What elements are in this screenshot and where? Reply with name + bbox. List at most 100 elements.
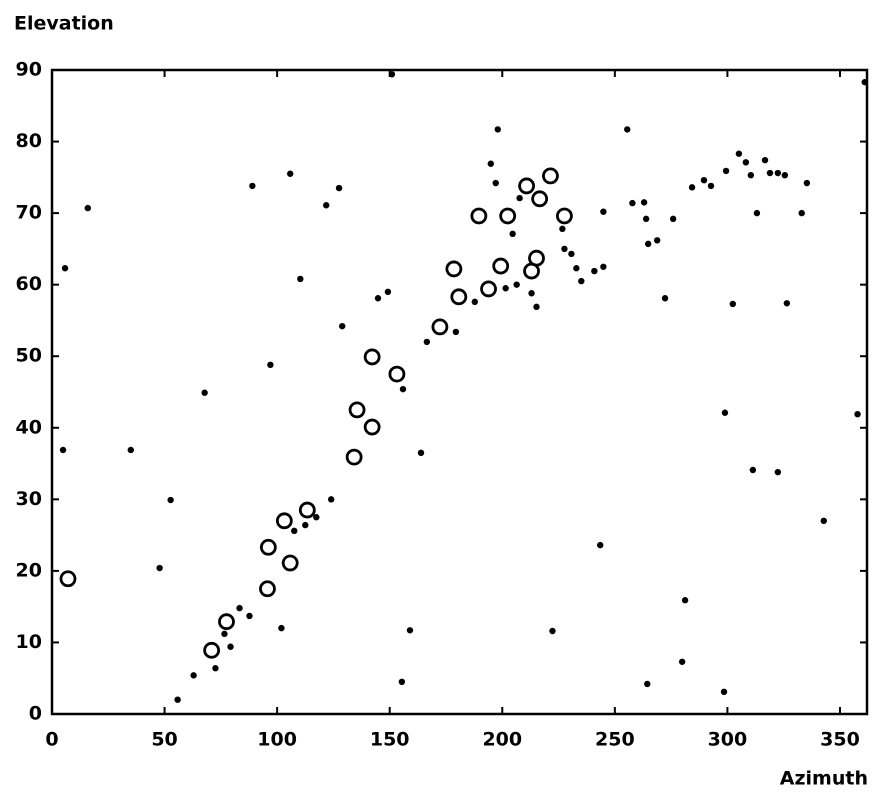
ring-point — [281, 554, 299, 572]
y-tick-label: 80 — [16, 130, 42, 152]
dot-point — [820, 517, 827, 524]
dot-point — [249, 182, 256, 190]
y-tick-label: 50 — [16, 345, 42, 367]
y-tick-label: 40 — [16, 416, 42, 438]
dot-point — [127, 446, 134, 454]
dot-point — [722, 167, 730, 175]
dot-point — [398, 678, 406, 685]
dot-point — [783, 300, 791, 307]
dot-point — [278, 624, 285, 632]
dot-point — [509, 230, 516, 238]
dot-point — [190, 672, 197, 679]
dot-point — [640, 199, 648, 206]
plot-frame — [50, 68, 869, 716]
dot-point — [629, 199, 636, 207]
x-tick-label: 300 — [708, 729, 748, 751]
dot-point — [533, 303, 540, 311]
dot-point — [681, 597, 689, 604]
dot-point — [286, 170, 294, 177]
dot-point — [578, 277, 585, 285]
dot-point — [559, 225, 566, 233]
dot-point — [339, 322, 346, 330]
ring-point — [275, 512, 293, 530]
dot-point — [513, 281, 520, 288]
dot-point — [597, 541, 604, 549]
dot-point — [61, 265, 69, 272]
ring-point — [450, 288, 468, 306]
dot-point — [774, 468, 782, 476]
dot-point — [591, 267, 598, 275]
dot-point — [494, 126, 501, 133]
dot-point — [528, 290, 535, 297]
dot-point — [417, 449, 425, 457]
dot-point — [707, 182, 715, 190]
dot-point — [642, 215, 650, 223]
ring-point — [480, 280, 497, 298]
dot-point — [766, 169, 774, 177]
dot-point — [212, 665, 219, 672]
dot-point — [471, 298, 479, 306]
x-tick-label: 200 — [482, 729, 522, 751]
dot-point — [735, 150, 743, 157]
dot-point — [487, 160, 494, 167]
dot-point — [653, 237, 661, 244]
dot-point — [384, 288, 392, 296]
dot-point — [399, 385, 407, 393]
y-axis-label: Elevation — [14, 13, 114, 35]
ring-point — [556, 207, 573, 225]
dot-point — [798, 209, 805, 217]
dot-point — [749, 466, 757, 474]
x-tick-label: 100 — [257, 729, 297, 751]
dot-point — [644, 240, 652, 248]
dot-point — [406, 627, 414, 634]
dot-point — [644, 680, 651, 688]
dot-point — [516, 194, 523, 202]
dot-point — [313, 514, 320, 521]
x-axis-label: Azimuth — [780, 768, 868, 790]
ring-point — [518, 177, 535, 195]
y-tick-label: 90 — [16, 59, 42, 81]
dot-point — [700, 176, 708, 184]
ring-point — [218, 613, 235, 631]
dot-point — [174, 696, 181, 703]
dot-point — [861, 78, 868, 86]
ring-point — [528, 249, 545, 267]
dot-point — [302, 521, 309, 529]
dot-point — [335, 184, 343, 192]
dot-point — [661, 295, 669, 302]
dot-point — [246, 612, 253, 620]
ring-point — [363, 348, 381, 366]
dot-point — [327, 496, 335, 503]
ring-point — [388, 365, 406, 383]
x-tick-label: 250 — [595, 729, 635, 751]
ring-point — [203, 641, 221, 659]
dot-point — [600, 208, 607, 215]
y-tick-label: 20 — [16, 559, 42, 581]
ring-point — [298, 501, 316, 519]
ring-point — [431, 318, 449, 336]
dot-point — [761, 156, 769, 164]
y-tick-label: 10 — [16, 631, 42, 653]
dot-point — [423, 338, 431, 346]
x-tick-label: 50 — [151, 729, 177, 751]
dot-point — [156, 564, 163, 572]
dot-point — [452, 328, 460, 336]
dot-point — [323, 202, 330, 209]
dot-point — [227, 643, 234, 650]
ring-point — [259, 580, 276, 598]
dot-point — [774, 169, 782, 177]
ring-point — [542, 167, 559, 185]
dot-point — [561, 245, 568, 253]
ring-point — [445, 260, 463, 278]
ring-point — [259, 538, 277, 556]
dot-point — [297, 275, 304, 283]
dot-point — [549, 627, 556, 635]
ring-point — [59, 570, 77, 588]
ring-point — [363, 418, 381, 436]
dot-point — [747, 171, 755, 179]
dot-point — [502, 285, 509, 292]
dot-point — [669, 215, 677, 223]
y-tick-label: 70 — [16, 202, 42, 224]
